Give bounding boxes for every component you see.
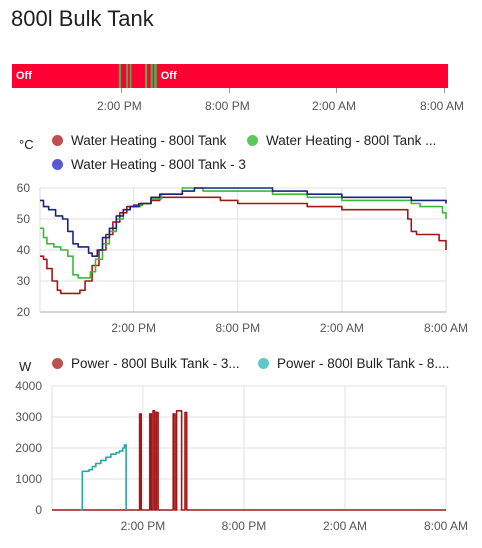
series-line[interactable]	[40, 187, 447, 279]
card-title: 800l Bulk Tank	[11, 6, 154, 31]
timeline-segment-label: Off	[161, 70, 177, 82]
timeline-segment-on[interactable]	[150, 64, 154, 88]
state-timeline[interactable]: Off Off	[12, 64, 448, 88]
timeline-segment-off[interactable]	[152, 64, 155, 88]
legend-item[interactable]: Water Heating - 800l Tank - 3	[52, 157, 246, 172]
legend-item[interactable]: Power - 800l Bulk Tank - 8....	[258, 356, 449, 371]
legend-label: Water Heating - 800l Tank ...	[266, 133, 437, 148]
timeline-segment-off[interactable]	[127, 64, 131, 88]
series-line[interactable]	[40, 196, 447, 295]
x-tick-label: 2:00 AM	[323, 519, 367, 533]
timeline-segment-on[interactable]	[118, 64, 122, 88]
x-tick-label: 2:00 PM	[121, 519, 166, 533]
legend-color-dot	[247, 135, 258, 146]
timeline-segment-off[interactable]	[121, 64, 127, 88]
timeline-tick-mark	[444, 88, 445, 93]
timeline-segment-off[interactable]	[12, 64, 120, 88]
legend-label: Water Heating - 800l Tank	[71, 133, 227, 148]
timeline-tick-label: 8:00 PM	[205, 99, 250, 113]
y-tick-label: 60	[17, 181, 31, 195]
legend-item[interactable]: Power - 800l Bulk Tank - 3...	[52, 356, 240, 371]
legend-label: Water Heating - 800l Tank - 3	[71, 157, 246, 172]
timeline-segment-on[interactable]	[154, 64, 158, 88]
timeline-segment-off[interactable]	[156, 64, 448, 88]
x-tick-label: 8:00 PM	[222, 519, 267, 533]
legend-item[interactable]: Water Heating - 800l Tank	[52, 133, 226, 148]
y-tick-label: 0	[35, 503, 42, 517]
x-tick-label: 2:00 PM	[111, 321, 156, 335]
series-line[interactable]	[52, 410, 446, 511]
series-line[interactable]	[40, 187, 447, 257]
y-tick-label: 4000	[15, 379, 42, 393]
timeline-segment-label: Off	[16, 70, 32, 82]
series-line[interactable]	[80, 444, 127, 511]
timeline-segment-on[interactable]	[126, 64, 129, 88]
timeline-segment-off[interactable]	[131, 64, 146, 88]
temperature-unit: °C	[19, 137, 34, 152]
timeline-segment-on[interactable]	[129, 64, 132, 88]
legend-color-dot	[258, 358, 269, 369]
timeline-tick-mark	[336, 88, 337, 93]
y-tick-label: 20	[17, 305, 31, 319]
y-tick-label: 1000	[15, 472, 42, 486]
x-tick-label: 8:00 AM	[424, 519, 468, 533]
legend-color-dot	[52, 135, 63, 146]
power-unit: W	[19, 359, 32, 374]
y-tick-label: 2000	[15, 441, 42, 455]
timeline-tick-label: 2:00 AM	[312, 99, 357, 113]
timeline-tick-mark	[229, 88, 230, 93]
x-tick-label: 2:00 AM	[320, 321, 364, 335]
x-tick-label: 8:00 AM	[424, 321, 468, 335]
x-tick-label: 8:00 PM	[215, 321, 260, 335]
legend-item[interactable]: Water Heating - 800l Tank ...	[247, 133, 436, 148]
y-tick-label: 40	[17, 243, 31, 257]
legend-label: Power - 800l Bulk Tank - 8....	[277, 356, 450, 371]
timeline-segment-on[interactable]	[144, 64, 148, 88]
timeline-tick-mark	[121, 88, 122, 93]
legend-color-dot	[52, 159, 63, 170]
timeline-tick-label: 2:00 PM	[97, 99, 142, 113]
legend-label: Power - 800l Bulk Tank - 3...	[71, 356, 240, 371]
y-tick-label: 50	[17, 212, 31, 226]
power-chart[interactable]: 0 1000 2000 3000 4000 2:00 PM 8:00 PM 2:00 AM 8:…	[0, 378, 482, 540]
legend-color-dot	[52, 358, 63, 369]
y-tick-label: 3000	[15, 410, 42, 424]
timeline-segment-off[interactable]	[147, 64, 152, 88]
temperature-chart[interactable]: 20 30 40 50 60 2:00 PM 8:00 PM 2:00 AM 8:00 AM	[0, 178, 482, 338]
y-tick-label: 30	[17, 274, 31, 288]
timeline-tick-label: 8:00 AM	[420, 99, 465, 113]
